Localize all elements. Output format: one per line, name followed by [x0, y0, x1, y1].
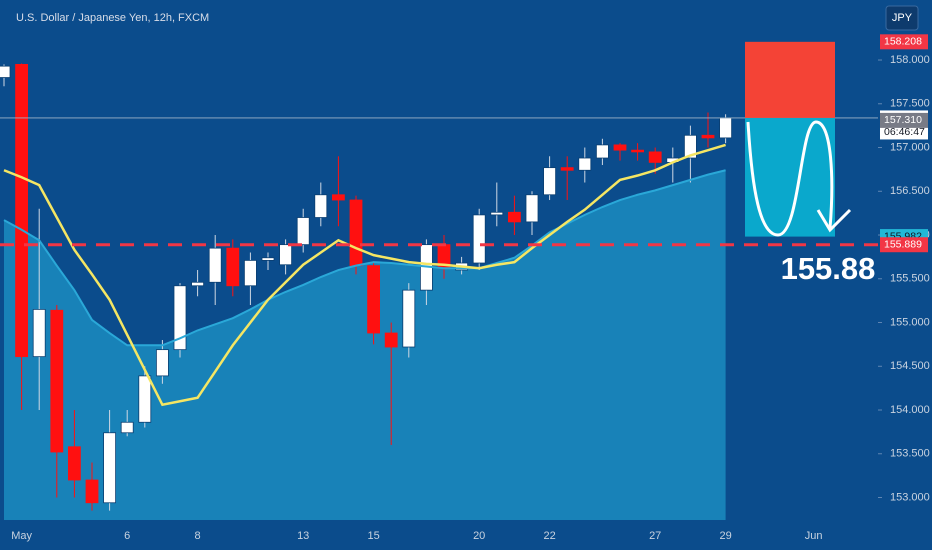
candle-body	[349, 199, 363, 267]
countdown: 06:46:47	[884, 126, 925, 138]
candle-body	[50, 309, 64, 453]
x-tick-label: May	[11, 530, 32, 542]
ma-line	[3, 143, 726, 407]
plot: 153.000 153.500 154.000 154.500 155.000 155.5…	[0, 41, 930, 542]
y-tick-label: 158.000	[890, 54, 930, 66]
y-tick-label: 157.500	[890, 98, 930, 110]
candle-body	[490, 211, 504, 216]
candle-body	[543, 167, 556, 196]
candle-body	[173, 285, 187, 351]
candle-body	[103, 432, 116, 504]
candle-body	[226, 247, 240, 287]
candle-body	[191, 281, 205, 287]
candle-body	[15, 63, 29, 358]
candle-body	[155, 349, 169, 377]
ma-area-fill	[4, 170, 726, 520]
candle-body	[120, 421, 134, 434]
candle-body	[525, 194, 539, 223]
candle-body	[32, 308, 46, 358]
x-tick-label: 15	[367, 530, 379, 542]
forecast-wave	[746, 120, 834, 237]
y-tick-label: 155.500	[890, 273, 930, 285]
price-tag	[880, 112, 928, 128]
countdown-box	[880, 125, 928, 140]
chart-title: U.S. Dollar / Japanese Yen, 12h, FXCM	[16, 12, 209, 24]
candle-body	[243, 259, 257, 287]
candle-body	[384, 332, 398, 348]
y-tick-label: 157.000	[890, 141, 930, 153]
candle-body	[0, 65, 11, 78]
y-tick-label: 154.000	[890, 404, 930, 416]
x-tick-label: 29	[719, 530, 731, 542]
price-tag-label: 158.208	[884, 36, 922, 48]
candle-body	[85, 479, 99, 504]
candle-body	[314, 194, 328, 218]
currency-button[interactable]	[885, 5, 919, 31]
candle-body	[402, 289, 416, 348]
candle-body	[613, 144, 627, 151]
stop-zone	[745, 41, 835, 118]
y-tick-label: 153.500	[890, 448, 930, 460]
candle-body	[261, 257, 275, 261]
candle-body	[296, 217, 310, 246]
candle-body	[648, 151, 662, 163]
price-tag-label: 155.889	[884, 239, 922, 251]
y-tick-label: 155.000	[890, 316, 930, 328]
currency-button-label[interactable]: JPY	[892, 12, 913, 24]
x-tick-label: 8	[195, 530, 201, 542]
x-tick-label: 20	[473, 530, 485, 542]
candle-body	[367, 265, 381, 334]
forecast-arrowhead	[816, 208, 852, 233]
candle-body	[578, 157, 592, 171]
y-tick-label: 153.000	[890, 491, 930, 503]
price-tag	[880, 237, 928, 253]
x-tick-label: 13	[297, 530, 309, 542]
candle-body	[472, 214, 486, 264]
candle-body	[331, 194, 345, 201]
candle-body	[279, 244, 293, 266]
y-tick-label: 154.500	[890, 360, 930, 372]
candle-body	[701, 134, 715, 139]
candle-body	[631, 149, 644, 153]
target-annotation: 155.88	[781, 251, 876, 286]
candle-body	[684, 134, 697, 159]
price-tag	[880, 34, 928, 50]
candle-body	[138, 375, 152, 423]
x-tick-label: 27	[649, 530, 661, 542]
candle-body	[208, 247, 222, 283]
x-tick-label: 22	[543, 530, 555, 542]
candle-body	[719, 117, 732, 139]
x-tick-label: 6	[124, 530, 130, 542]
ma-line	[3, 169, 726, 347]
candle-body	[507, 211, 521, 223]
price-tag-label: 157.310	[884, 114, 922, 126]
candle-body	[560, 167, 574, 171]
candle-body	[596, 144, 609, 159]
x-tick-label: Jun	[805, 530, 823, 542]
candle-body	[68, 446, 81, 481]
y-tick-label: 156.500	[890, 185, 930, 197]
